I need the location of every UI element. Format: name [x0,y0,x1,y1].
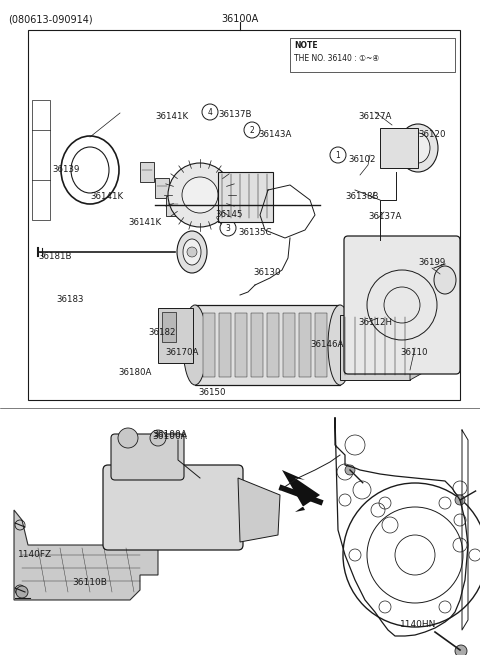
Ellipse shape [328,305,352,385]
Text: NOTE: NOTE [294,41,318,50]
Text: 4: 4 [207,108,213,117]
FancyBboxPatch shape [103,465,243,550]
Ellipse shape [398,124,438,172]
Text: 36170A: 36170A [165,348,198,357]
Bar [283,313,295,377]
Bar [299,313,311,377]
Text: 36110: 36110 [400,348,428,357]
Text: 36141K: 36141K [128,218,161,227]
Circle shape [182,177,218,213]
Text: 1140HN: 1140HN [400,620,436,629]
Bar [219,313,231,377]
Bar [166,196,180,216]
Circle shape [16,586,28,598]
Ellipse shape [183,305,207,385]
Bar [290,38,455,72]
Text: 36138B: 36138B [345,192,379,201]
Text: 36141K: 36141K [155,112,188,121]
Bar [340,315,410,380]
Polygon shape [238,478,280,542]
Text: 36130: 36130 [253,268,280,277]
FancyBboxPatch shape [111,434,184,480]
Polygon shape [14,510,158,600]
Polygon shape [282,470,320,512]
Ellipse shape [406,133,430,163]
Bar [203,313,215,377]
Text: 36112H: 36112H [358,318,392,327]
Bar [235,313,247,377]
Text: 36141K: 36141K [90,192,123,201]
Circle shape [345,465,355,475]
Circle shape [168,163,232,227]
Text: 36145: 36145 [215,210,242,219]
Bar [162,312,176,342]
Text: 36146A: 36146A [310,340,343,349]
Ellipse shape [150,430,166,446]
Text: THE NO. 36140 : ①~④: THE NO. 36140 : ①~④ [294,54,379,63]
FancyBboxPatch shape [344,236,460,374]
Text: 36100A: 36100A [152,430,187,439]
Bar [251,313,263,377]
Text: 36100A: 36100A [221,14,259,24]
Text: 36127A: 36127A [358,112,391,121]
Text: 1140FZ: 1140FZ [18,550,52,559]
Text: 1: 1 [336,151,340,160]
Text: 36143A: 36143A [258,130,291,139]
Ellipse shape [118,428,138,448]
Ellipse shape [434,266,456,294]
Bar [32,100,50,220]
Bar [267,313,279,377]
Bar [140,162,154,182]
Text: 2: 2 [250,126,254,135]
Text: 36183: 36183 [56,295,84,304]
Ellipse shape [183,239,201,265]
Text: 36182: 36182 [148,328,176,337]
Bar [380,128,418,168]
Text: 36181B: 36181B [38,252,72,261]
Bar [315,313,327,377]
Circle shape [455,645,467,655]
Text: 36139: 36139 [52,165,79,174]
Bar [158,308,193,363]
Ellipse shape [177,231,207,273]
Bar [155,178,169,198]
Text: 36137A: 36137A [368,212,401,221]
Text: 36150: 36150 [198,388,226,397]
Bar [218,172,273,222]
Circle shape [187,247,197,257]
Text: 36102: 36102 [348,155,375,164]
Text: (080613-090914): (080613-090914) [8,14,93,24]
Text: 36199: 36199 [418,258,445,267]
Text: 36137B: 36137B [218,110,252,119]
Text: 36180A: 36180A [118,368,151,377]
Text: 36100A: 36100A [152,432,187,441]
Polygon shape [410,315,428,380]
Text: 36120: 36120 [418,130,445,139]
Circle shape [455,495,465,505]
Text: 36135C: 36135C [238,228,272,237]
Text: 36110B: 36110B [72,578,107,587]
Bar [195,305,340,385]
Text: 3: 3 [226,224,230,233]
Bar [28,30,460,400]
